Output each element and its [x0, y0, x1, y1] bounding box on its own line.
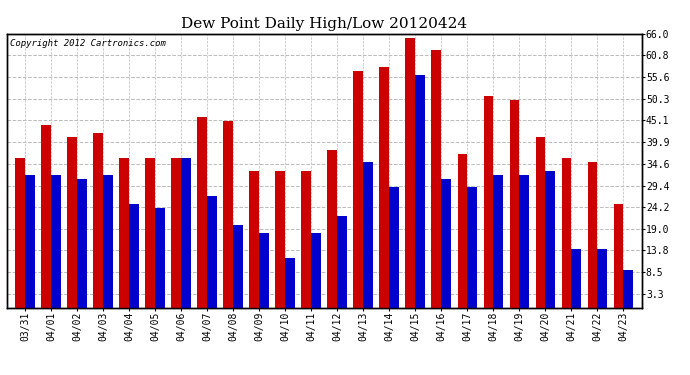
- Bar: [155, 208, 165, 308]
- Bar: [67, 138, 77, 308]
- Bar: [104, 175, 113, 308]
- Bar: [493, 175, 503, 308]
- Bar: [181, 158, 191, 308]
- Bar: [431, 50, 442, 308]
- Bar: [613, 204, 624, 308]
- Bar: [25, 175, 35, 308]
- Bar: [624, 270, 633, 308]
- Bar: [302, 171, 311, 308]
- Bar: [520, 175, 529, 308]
- Bar: [249, 171, 259, 308]
- Bar: [129, 204, 139, 308]
- Text: Copyright 2012 Cartronics.com: Copyright 2012 Cartronics.com: [10, 39, 166, 48]
- Bar: [545, 171, 555, 308]
- Bar: [484, 96, 493, 308]
- Bar: [41, 125, 51, 308]
- Bar: [467, 187, 477, 308]
- Bar: [571, 249, 582, 308]
- Bar: [285, 258, 295, 307]
- Bar: [51, 175, 61, 308]
- Bar: [406, 38, 415, 308]
- Bar: [119, 158, 129, 308]
- Bar: [380, 67, 389, 308]
- Bar: [364, 162, 373, 308]
- Bar: [562, 158, 571, 308]
- Bar: [328, 150, 337, 308]
- Bar: [311, 233, 321, 308]
- Title: Dew Point Daily High/Low 20120424: Dew Point Daily High/Low 20120424: [181, 17, 467, 31]
- Bar: [15, 158, 25, 308]
- Bar: [509, 100, 520, 308]
- Bar: [275, 171, 285, 308]
- Bar: [207, 195, 217, 308]
- Bar: [588, 162, 598, 308]
- Bar: [77, 179, 87, 308]
- Bar: [442, 179, 451, 308]
- Bar: [353, 71, 364, 308]
- Bar: [93, 133, 104, 308]
- Bar: [233, 225, 243, 308]
- Bar: [146, 158, 155, 308]
- Bar: [171, 158, 181, 308]
- Bar: [415, 75, 425, 308]
- Bar: [457, 154, 467, 308]
- Bar: [259, 233, 269, 308]
- Bar: [389, 187, 400, 308]
- Bar: [197, 117, 207, 308]
- Bar: [535, 138, 545, 308]
- Bar: [224, 121, 233, 308]
- Bar: [598, 249, 607, 308]
- Bar: [337, 216, 347, 308]
